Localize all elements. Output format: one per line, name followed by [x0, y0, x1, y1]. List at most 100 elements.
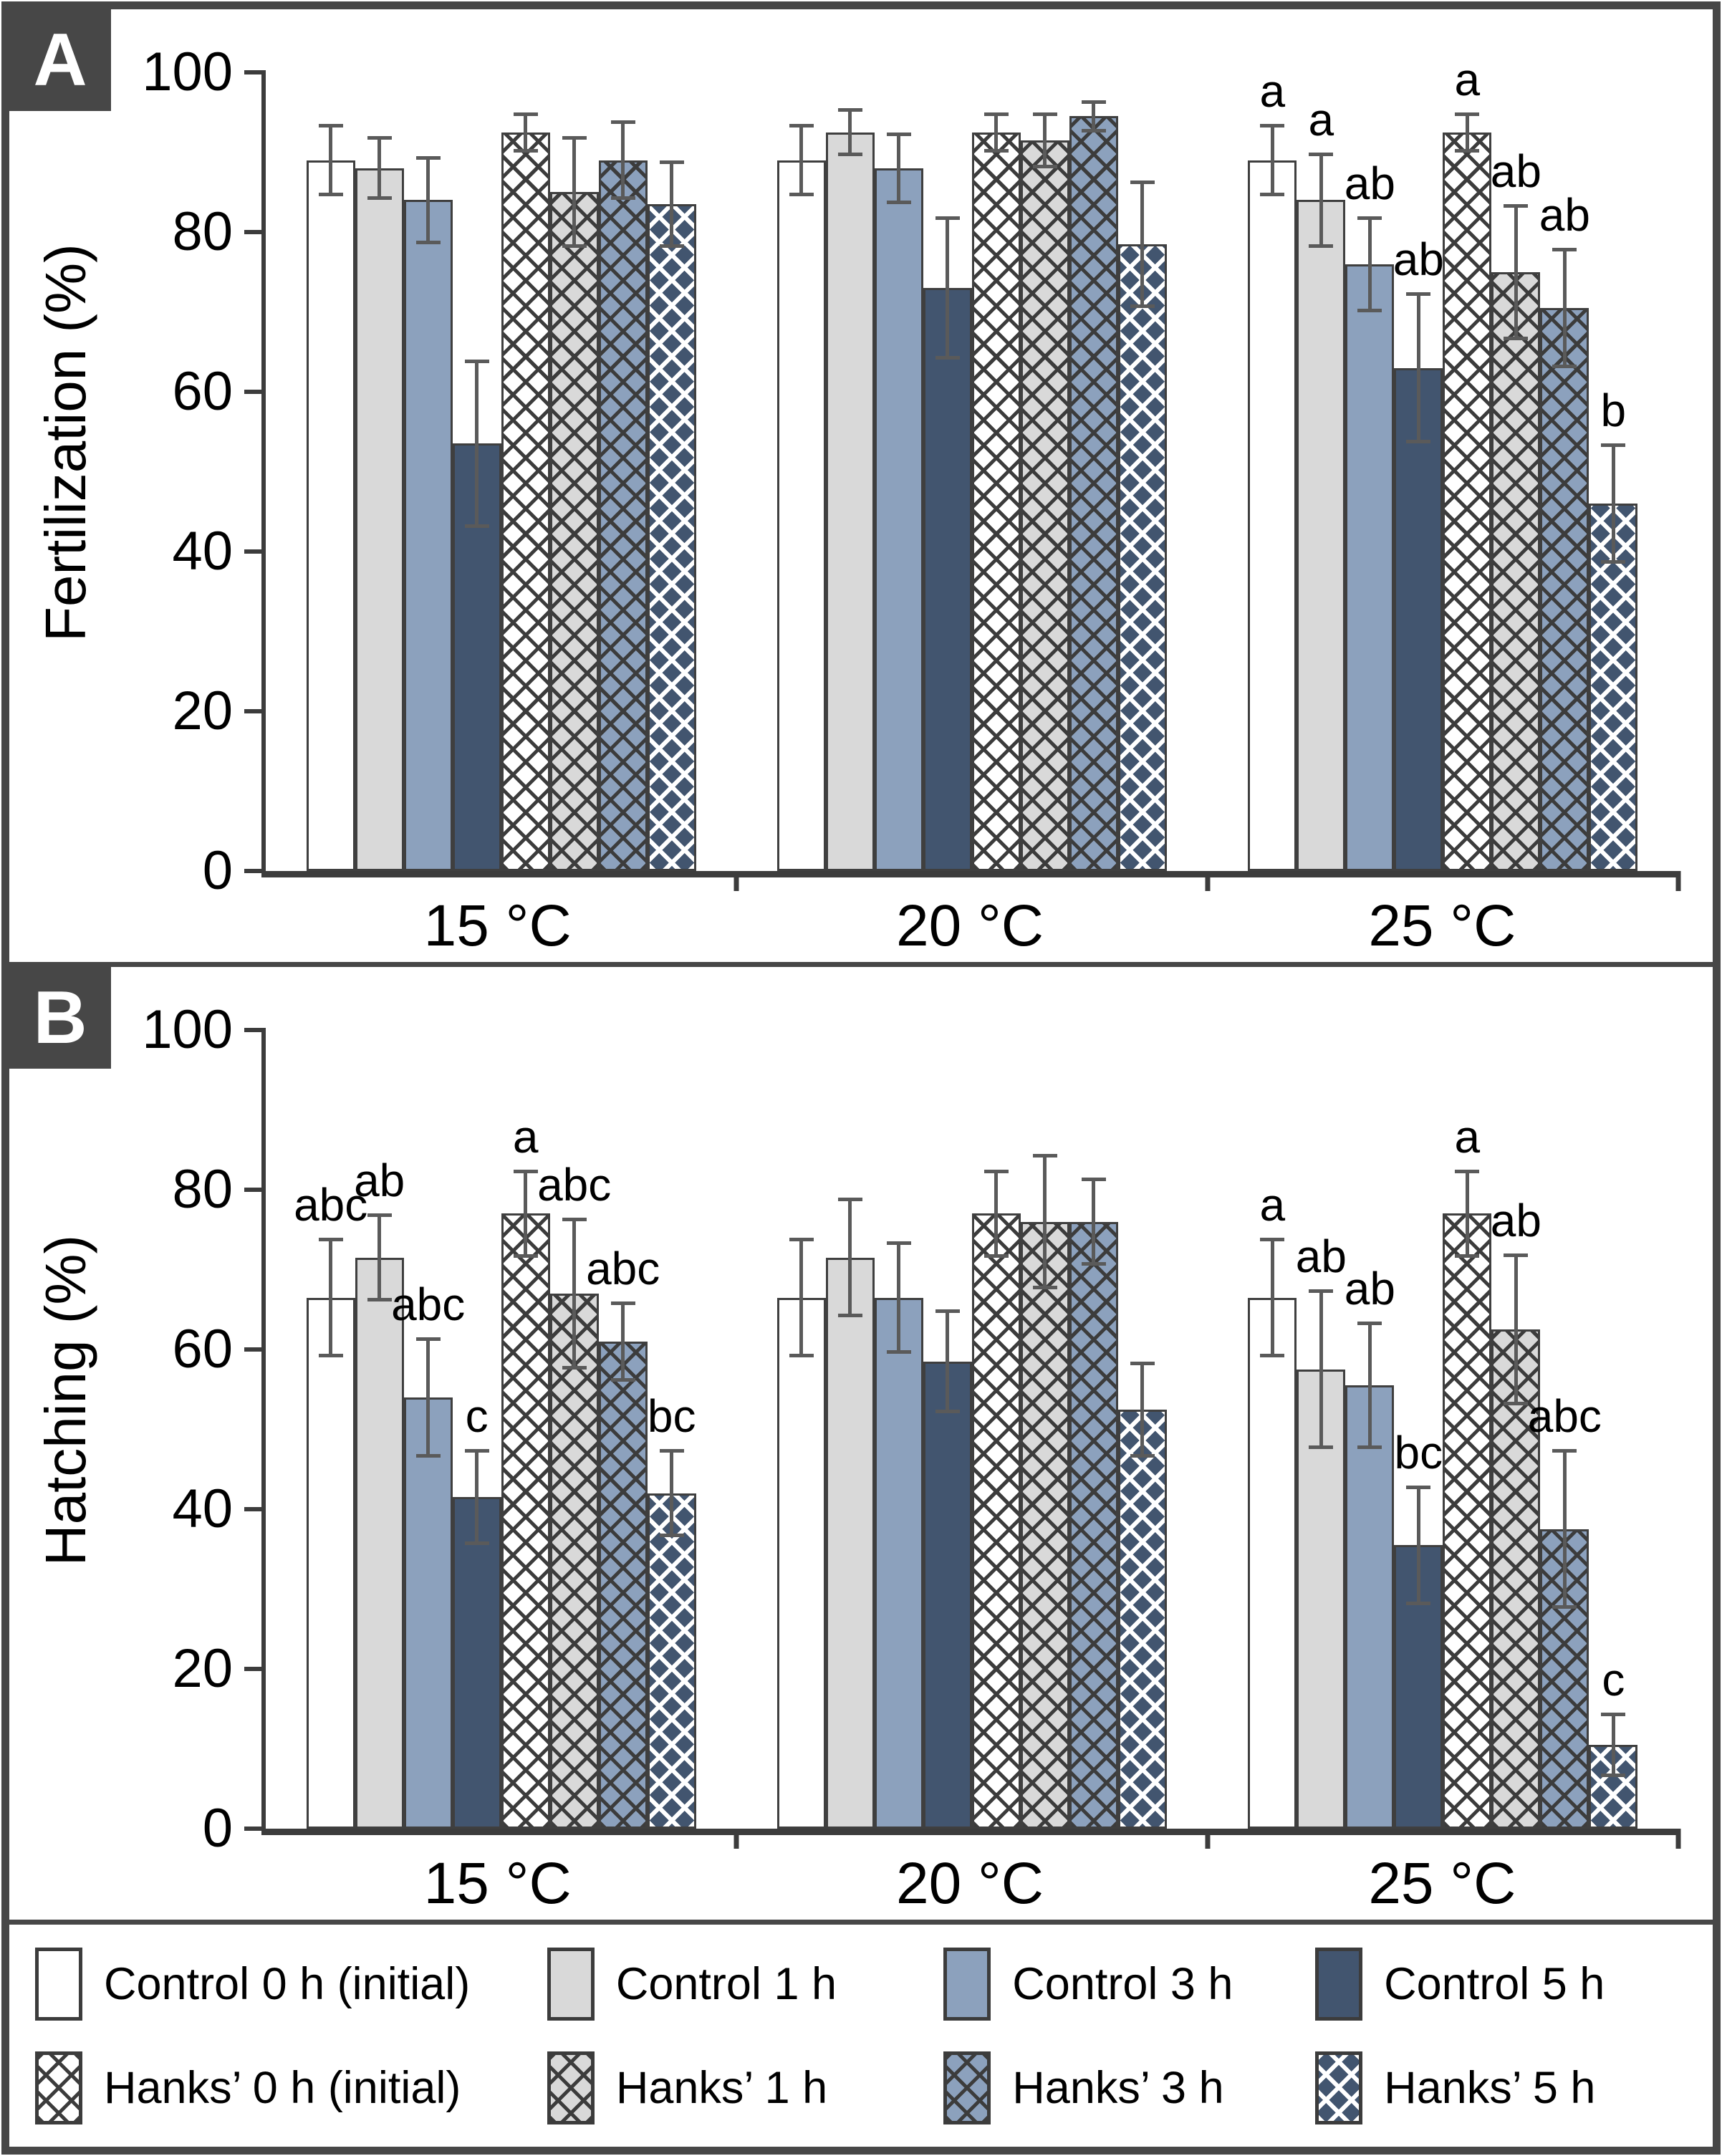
- legend-label: Hanks’ 3 h: [1012, 2062, 1224, 2113]
- error-bar: [426, 1337, 430, 1458]
- y-tick-mark: [244, 1667, 266, 1671]
- bar: [1117, 1409, 1167, 1829]
- error-bar: [946, 216, 950, 360]
- sig-letter: abc: [294, 1178, 368, 1231]
- legend-label: Control 5 h: [1384, 1958, 1605, 2009]
- legend-item: Hanks’ 5 h: [1315, 2051, 1687, 2124]
- bar: [306, 160, 355, 871]
- bar-slot: [549, 72, 599, 871]
- bar-slot: [403, 72, 453, 871]
- error-bar: [1611, 443, 1615, 564]
- bar-slot: ab: [1539, 72, 1590, 871]
- sig-letter: abc: [586, 1243, 660, 1295]
- y-tick-label: 60: [172, 1319, 233, 1380]
- error-bar: [799, 124, 804, 196]
- bar-slot: abc: [1528, 1030, 1602, 1829]
- sig-letter: ab: [1344, 157, 1395, 209]
- bar-slot: ab: [354, 1030, 405, 1829]
- y-tick-label: 40: [172, 1478, 233, 1539]
- sig-letter: a: [1454, 53, 1481, 105]
- error-bar: [1514, 203, 1518, 340]
- error-bar: [329, 1237, 333, 1358]
- bar-slot: [647, 72, 696, 871]
- panel-a-y-axis-label: Fertilization (%): [19, 9, 112, 876]
- y-tick-mark: [244, 869, 266, 873]
- bar: [1589, 504, 1638, 871]
- legend-swatch-control-1h: [547, 1947, 595, 2021]
- y-tick: 60: [125, 365, 266, 419]
- panel-b: B Hatching (%) abc ab abc c a abc abc bc a ab ab bc…: [9, 967, 1713, 1920]
- error-bar: [799, 1237, 804, 1358]
- bar: [1248, 160, 1297, 871]
- error-bar: [572, 136, 577, 249]
- legend-swatch-hanks-3h: [943, 2051, 991, 2124]
- y-tick-mark: [244, 1827, 266, 1831]
- legend-label: Hanks’ 5 h: [1384, 2062, 1596, 2113]
- error-bar: [848, 108, 852, 157]
- x-tick: [1205, 1829, 1211, 1849]
- bar: [971, 132, 1021, 871]
- bar: [452, 1497, 501, 1829]
- error-bar: [946, 1309, 950, 1414]
- bar: [1491, 1329, 1541, 1829]
- x-tick: [733, 871, 739, 891]
- sig-letter: a: [1259, 65, 1286, 117]
- bar: [355, 168, 404, 871]
- bar: [598, 1341, 648, 1829]
- bar: [1443, 132, 1492, 871]
- legend-label: Control 1 h: [615, 1958, 837, 2009]
- legend-swatch-hanks-5h: [1315, 2051, 1363, 2124]
- error-bar: [670, 1449, 674, 1538]
- legend: Control 0 h (initial) Control 1 h Contro…: [9, 1925, 1713, 2147]
- bar: [1345, 1385, 1395, 1829]
- bar-slot: [923, 1030, 972, 1829]
- bar-slot: a: [501, 1030, 550, 1829]
- bar-slot: ab: [1344, 72, 1395, 871]
- x-category-label: 25 °C: [1368, 1851, 1516, 1916]
- sig-letter: bc: [647, 1390, 696, 1443]
- bar: [549, 192, 599, 871]
- bar-slot: abc: [391, 1030, 465, 1829]
- y-tick-label: 20: [172, 680, 233, 741]
- panel-b-y-axis-label: Hatching (%): [19, 967, 112, 1834]
- error-bar: [1043, 1153, 1047, 1290]
- sig-letter: ab: [1344, 1262, 1395, 1314]
- legend-item: Hanks’ 3 h: [943, 2051, 1315, 2124]
- panel-a-plot-area: a a ab ab a ab ab b 0 20 40 60 80 100: [142, 45, 1681, 898]
- error-bar: [377, 136, 382, 201]
- y-tick: 100: [125, 45, 266, 100]
- bar: [647, 1493, 696, 1829]
- bar: [1020, 140, 1069, 871]
- error-bar: [1465, 112, 1469, 153]
- sig-letter: a: [1308, 93, 1334, 145]
- bar-slot: abc: [294, 1030, 367, 1829]
- error-bar: [1367, 216, 1372, 312]
- error-bar: [1611, 1713, 1615, 1777]
- error-bar: [377, 1213, 382, 1302]
- bar: [501, 132, 550, 871]
- bar-slot: bc: [1394, 1030, 1443, 1829]
- bar-slot: [1117, 1030, 1167, 1829]
- panel-a-x-labels: 15 °C 20 °C 25 °C: [261, 886, 1678, 966]
- y-tick: 80: [125, 205, 266, 259]
- error-bar: [1465, 1170, 1469, 1258]
- y-tick: 40: [125, 524, 266, 579]
- bar-slot: ab: [1344, 1030, 1395, 1829]
- legend-label: Control 3 h: [1012, 1958, 1233, 2009]
- y-tick-mark: [244, 1188, 266, 1192]
- y-tick-mark: [244, 390, 266, 394]
- error-bar: [670, 160, 674, 249]
- error-bar: [621, 1301, 625, 1382]
- y-tick: 80: [125, 1163, 266, 1217]
- y-tick: 40: [125, 1482, 266, 1536]
- sig-letter: ab: [1490, 145, 1541, 197]
- bar: [825, 132, 875, 871]
- error-bar: [1140, 1361, 1145, 1458]
- bar-slot: abc: [586, 1030, 660, 1829]
- error-bar: [1562, 1449, 1567, 1609]
- error-bar: [1416, 1485, 1420, 1605]
- legend-swatch-hanks-1h: [547, 2051, 595, 2124]
- bar: [1117, 244, 1167, 871]
- bar: [825, 1257, 875, 1829]
